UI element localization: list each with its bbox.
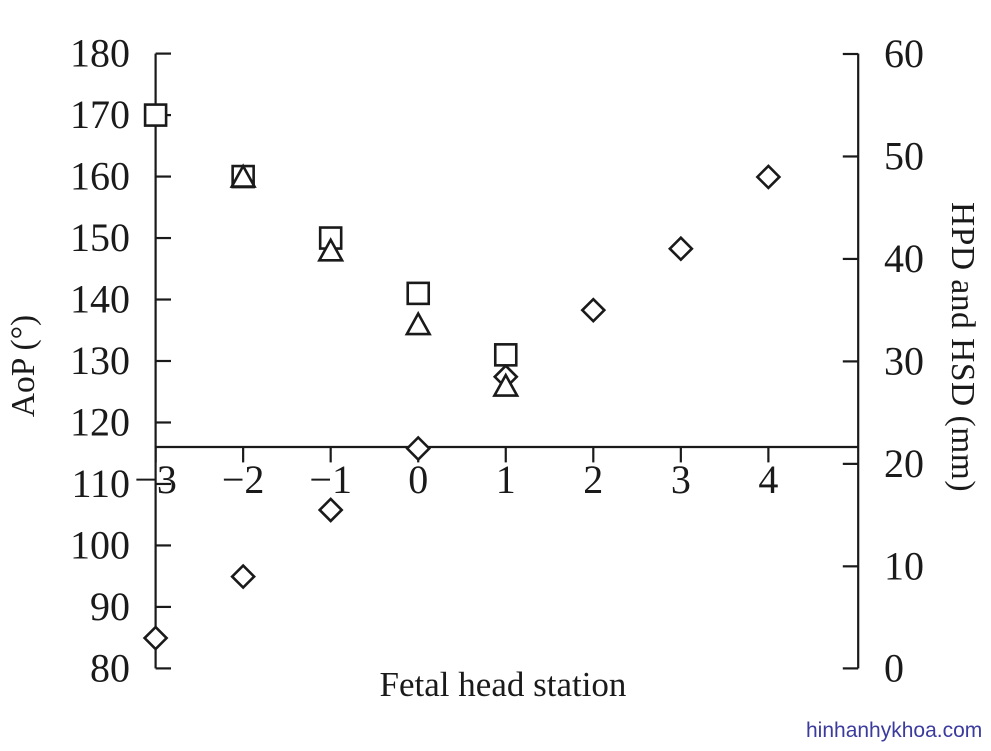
svg-text:HPD and HSD (mm): HPD and HSD (mm) (944, 202, 981, 492)
svg-text:110: 110 (71, 461, 130, 506)
svg-text:100: 100 (70, 523, 130, 568)
svg-text:180: 180 (70, 31, 130, 76)
svg-text:−3: −3 (134, 457, 177, 502)
svg-text:20: 20 (884, 441, 924, 486)
svg-text:2: 2 (583, 457, 603, 502)
svg-text:140: 140 (70, 277, 130, 322)
svg-text:1: 1 (496, 457, 516, 502)
svg-text:4: 4 (758, 457, 778, 502)
svg-text:Fetal head station: Fetal head station (380, 665, 627, 704)
svg-text:170: 170 (70, 92, 130, 137)
svg-text:30: 30 (884, 338, 924, 383)
svg-text:0: 0 (408, 457, 428, 502)
svg-text:150: 150 (70, 215, 130, 260)
svg-text:10: 10 (884, 543, 924, 588)
svg-text:160: 160 (70, 154, 130, 199)
svg-text:120: 120 (70, 400, 130, 445)
svg-text:−1: −1 (309, 457, 352, 502)
svg-text:90: 90 (90, 584, 130, 629)
svg-text:0: 0 (884, 646, 904, 691)
svg-text:3: 3 (671, 457, 691, 502)
svg-text:50: 50 (884, 133, 924, 178)
svg-text:40: 40 (884, 236, 924, 281)
svg-text:60: 60 (884, 31, 924, 76)
svg-text:AoP (°): AoP (°) (5, 315, 42, 417)
svg-text:80: 80 (90, 646, 130, 691)
svg-text:130: 130 (70, 338, 130, 383)
svg-text:−2: −2 (222, 457, 265, 502)
